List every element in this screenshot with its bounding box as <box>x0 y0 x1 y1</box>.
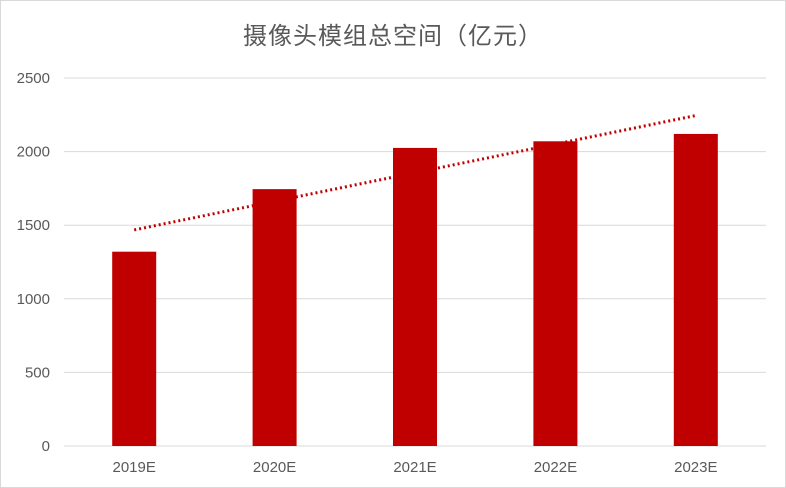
y-tick-label: 2500 <box>17 70 50 87</box>
bar <box>112 251 157 446</box>
chart-title: 摄像头模组总空间（亿元） <box>243 22 543 50</box>
y-tick-label: 0 <box>42 438 50 455</box>
x-tick-label: 2022E <box>534 459 577 476</box>
y-tick-label: 1000 <box>17 291 50 308</box>
bar <box>673 133 718 446</box>
bar <box>252 189 297 447</box>
bar <box>393 147 437 447</box>
x-tick-label: 2023E <box>674 459 717 476</box>
x-tick-label: 2019E <box>113 459 156 476</box>
x-tick-label: 2020E <box>253 459 296 476</box>
trendline <box>133 114 697 232</box>
x-tick-label: 2021E <box>393 459 436 476</box>
bar <box>533 141 578 446</box>
y-tick-label: 2000 <box>17 144 50 161</box>
y-tick-label: 1500 <box>17 217 50 234</box>
y-tick-label: 500 <box>25 364 50 381</box>
